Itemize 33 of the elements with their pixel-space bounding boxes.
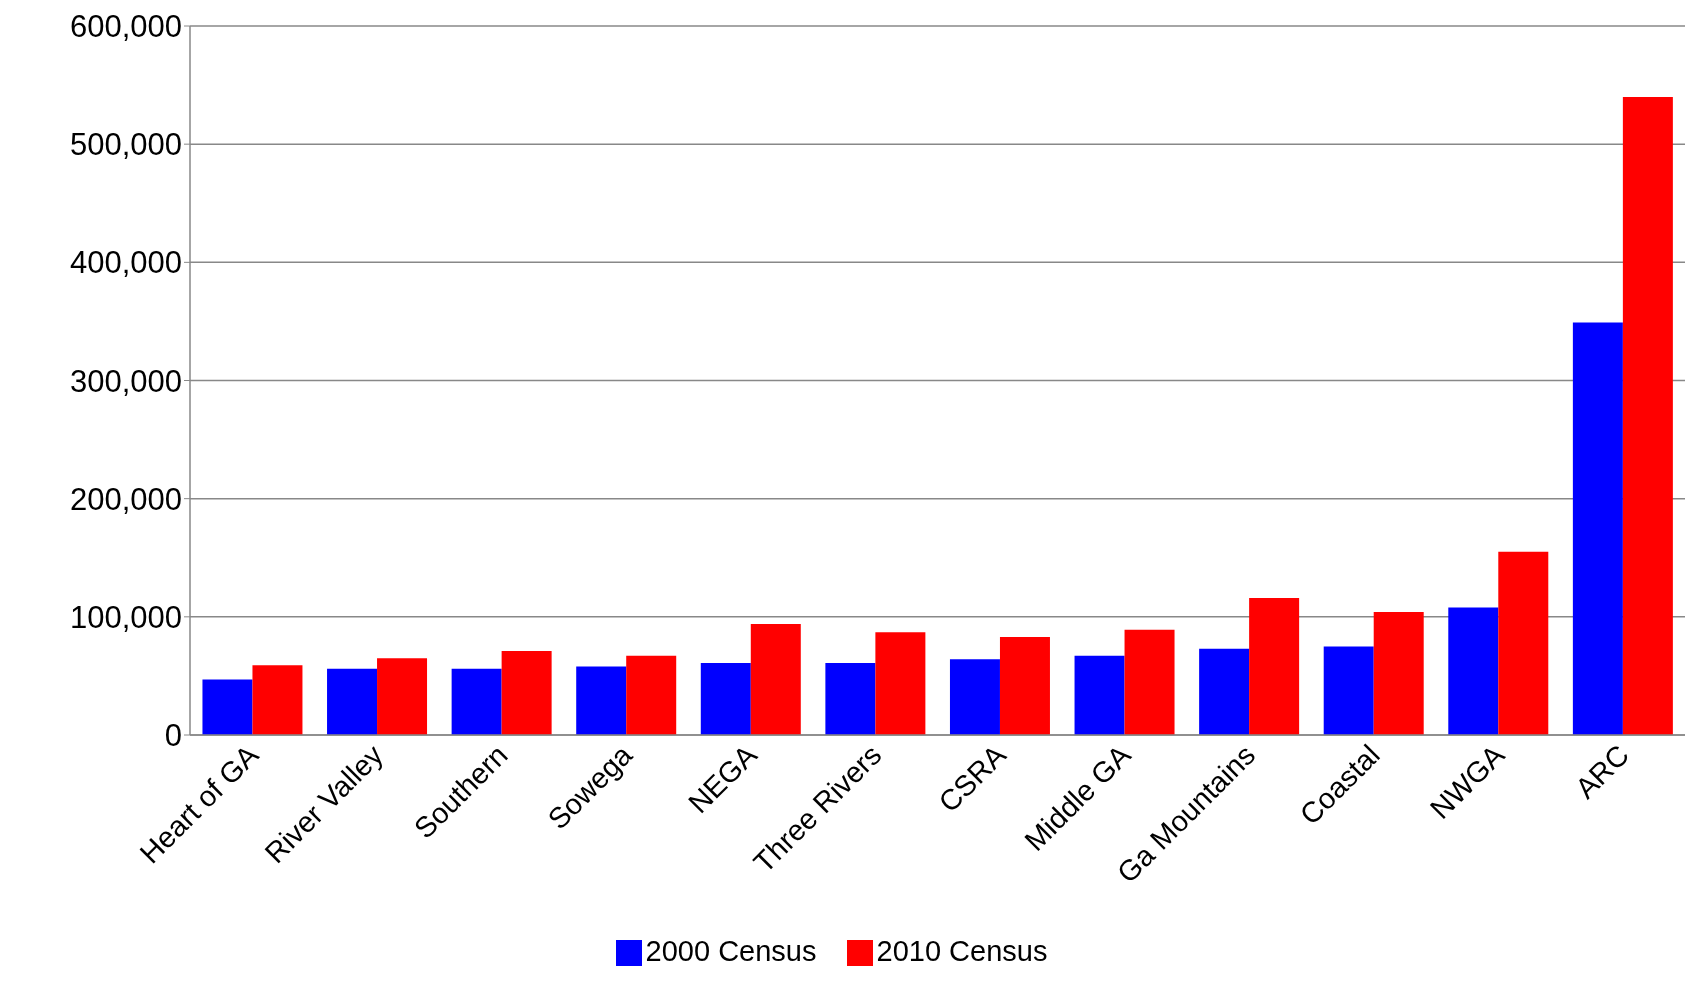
- bar: [750, 623, 801, 735]
- legend-label: 2000 Census: [645, 935, 817, 967]
- y-tick-label: 500,000: [69, 127, 182, 163]
- bar: [1498, 551, 1549, 735]
- bar: [700, 662, 751, 735]
- bar: [1373, 612, 1424, 735]
- y-tick-label: 100,000: [69, 599, 182, 635]
- bar: [576, 666, 627, 735]
- bar: [202, 679, 253, 735]
- y-tick-label: 0: [164, 718, 182, 754]
- bar: [999, 636, 1050, 735]
- bar: [327, 668, 378, 735]
- bar: [1249, 597, 1300, 735]
- bar: [1124, 629, 1175, 735]
- bar: [252, 665, 303, 735]
- bar: [501, 651, 552, 735]
- bar: [1199, 648, 1250, 735]
- y-tick-label: 200,000: [69, 481, 182, 517]
- bar: [377, 658, 428, 735]
- bar: [1323, 646, 1374, 735]
- bar: [626, 655, 677, 735]
- legend-label: 2010 Census: [876, 935, 1048, 967]
- bar: [875, 632, 926, 735]
- bar: [1074, 655, 1125, 735]
- bar: [1448, 607, 1499, 735]
- bar: [1622, 96, 1673, 735]
- bar: [825, 662, 876, 735]
- bar: [1572, 322, 1623, 735]
- bar: [451, 668, 502, 735]
- y-tick-label: 300,000: [69, 363, 182, 399]
- y-tick-label: 600,000: [69, 9, 182, 45]
- bar: [949, 659, 1000, 735]
- y-tick-label: 400,000: [69, 245, 182, 281]
